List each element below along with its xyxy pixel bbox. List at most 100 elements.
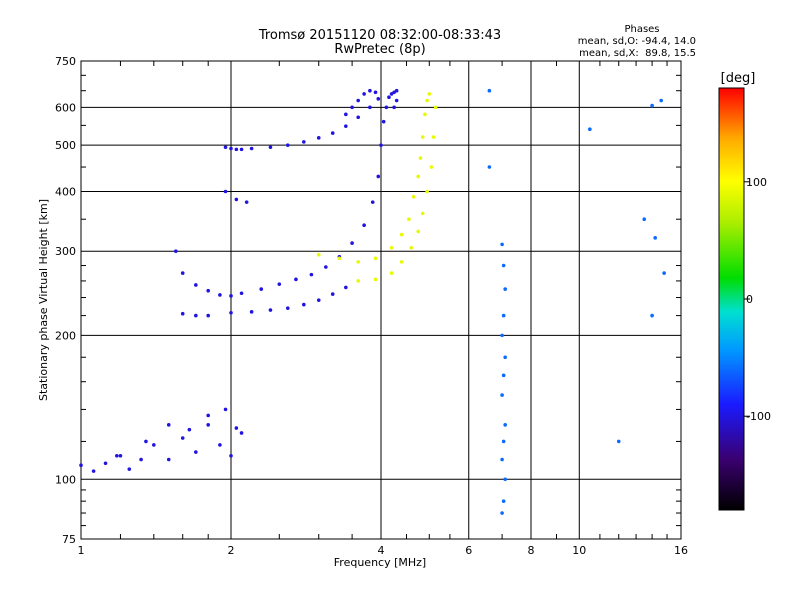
data-point (501, 499, 506, 503)
data-point (501, 373, 506, 378)
data-point (309, 272, 314, 277)
data-point (503, 477, 507, 482)
data-point (223, 145, 228, 150)
data-point (418, 156, 423, 160)
data-point (316, 298, 321, 302)
data-point (115, 453, 119, 458)
chart-subtitle: RwPretec (8p) (334, 42, 425, 57)
y-tick-label: 75 (62, 533, 76, 546)
data-point (344, 112, 348, 117)
data-point (501, 313, 506, 318)
x-axis-label: Frequency [MHz] (334, 556, 426, 569)
data-point (152, 443, 156, 447)
data-point (239, 147, 244, 152)
data-point (324, 265, 328, 269)
data-point (503, 355, 507, 360)
data-point (389, 245, 394, 250)
data-point (501, 439, 506, 444)
y-tick-label: 750 (55, 55, 76, 68)
data-point (399, 260, 404, 264)
data-point (356, 260, 360, 264)
data-point (285, 306, 290, 310)
data-point (187, 427, 192, 432)
data-point (79, 463, 83, 468)
x-tick-label: 8 (528, 544, 535, 557)
data-point (500, 333, 504, 338)
data-point (330, 131, 335, 135)
data-point (316, 252, 321, 257)
data-point (431, 135, 436, 139)
data-points (79, 88, 666, 515)
data-point (166, 423, 171, 427)
data-point (416, 229, 420, 234)
colorbar-ticks: 100 0 -100 (744, 176, 771, 423)
data-point (420, 135, 425, 139)
data-point (194, 313, 198, 318)
data-point (429, 165, 434, 169)
data-point (500, 242, 504, 247)
data-point (302, 140, 306, 144)
x-tick-label: 1 (78, 544, 85, 557)
data-point (373, 277, 378, 282)
x-tick-label: 4 (378, 544, 385, 557)
data-point (218, 443, 222, 447)
data-point (420, 211, 425, 216)
data-point (218, 293, 222, 297)
minor-ticks (81, 61, 681, 539)
data-point (139, 457, 143, 462)
data-point (344, 285, 348, 290)
data-point (223, 189, 228, 194)
data-point (356, 115, 360, 120)
data-point (409, 245, 414, 250)
plot-area: 1 2 4 6 8 10 16 75 100 200 300 400 500 600 750 (55, 55, 688, 557)
data-point (118, 453, 123, 458)
data-point (368, 88, 372, 93)
data-point (91, 469, 96, 473)
data-point (379, 143, 383, 147)
colorbar: [deg] 100 0 -100 (718, 71, 771, 511)
data-point (180, 436, 185, 440)
y-tick-label: 400 (55, 185, 76, 198)
data-point (650, 103, 654, 108)
data-point (425, 189, 429, 194)
data-point (277, 282, 282, 286)
x-tick-label: 10 (572, 544, 586, 557)
stats-line-x: mean, sd,X: 89.8, 15.5 (579, 48, 696, 59)
y-tick-label: 300 (55, 245, 76, 258)
y-tick-label: 500 (55, 139, 76, 152)
data-point (249, 310, 254, 314)
data-point (234, 426, 239, 430)
data-point (206, 288, 210, 293)
data-point (285, 143, 290, 147)
data-point (384, 105, 389, 110)
y-tick-label: 600 (55, 101, 76, 114)
data-point (350, 241, 354, 245)
data-point (194, 450, 198, 454)
data-point (234, 147, 239, 152)
data-point (302, 302, 306, 307)
data-point (588, 127, 592, 131)
data-point (206, 423, 210, 427)
data-point (127, 467, 132, 471)
data-point (180, 311, 185, 316)
data-point (394, 88, 399, 93)
data-point (229, 294, 233, 298)
stats-heading: Phases (624, 24, 659, 35)
stats-line-o: mean, sd,O: -94.4, 14.0 (578, 36, 696, 47)
data-point (425, 98, 429, 103)
data-point (259, 287, 264, 291)
data-point (427, 92, 432, 96)
data-point (206, 413, 210, 418)
data-point (503, 423, 507, 427)
data-point (166, 457, 171, 462)
data-point (387, 95, 391, 99)
data-point (316, 136, 321, 140)
data-point (103, 461, 108, 466)
data-point (394, 98, 399, 103)
data-point (659, 98, 663, 103)
data-point (653, 236, 657, 240)
data-point (180, 271, 185, 275)
data-point (144, 439, 148, 444)
data-point (642, 217, 647, 222)
data-point (373, 90, 378, 95)
